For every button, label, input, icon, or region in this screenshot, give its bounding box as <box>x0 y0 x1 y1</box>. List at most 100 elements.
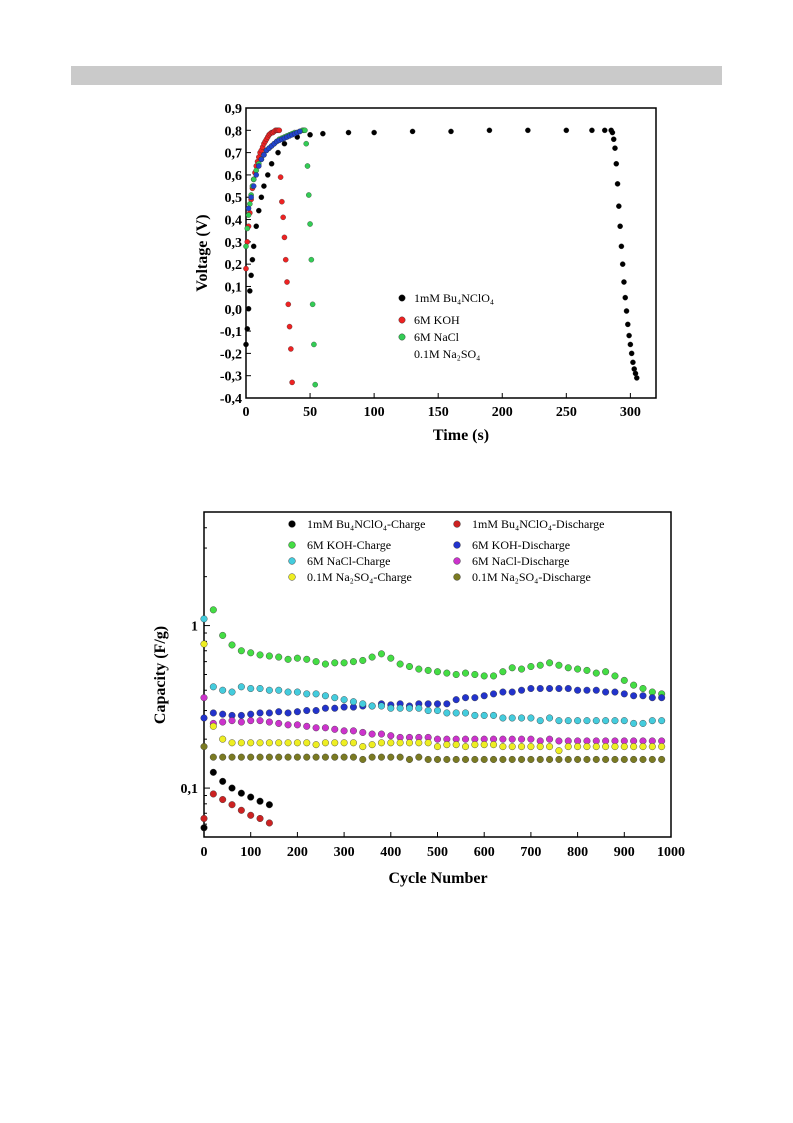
chart1-point-series-0 <box>345 129 352 136</box>
chart2-point-series-2 <box>265 652 273 660</box>
chart2-point-series-0 <box>237 789 245 797</box>
chart2-y-ticks: 10,1 <box>181 511 210 838</box>
chart2-point-series-2 <box>228 641 236 649</box>
chart2-point-series-2 <box>602 668 610 676</box>
chart1-legend-label: 1mM Bu₄NClO₄ <box>414 291 494 305</box>
chart2-point-series-6 <box>518 743 526 751</box>
chart1-y-tick-label: 0,0 <box>225 303 243 318</box>
chart2-legend: 1mM Bu₄NClO₄-Charge 1mM Bu₄NClO₄-Discharg… <box>288 517 604 584</box>
chart2-point-series-5 <box>284 721 292 729</box>
chart2-point-series-0 <box>228 784 236 792</box>
chart2-point-series-7 <box>275 753 283 761</box>
chart1-legend-label: 6M KOH <box>414 313 460 327</box>
chart2-point-series-4 <box>396 704 404 712</box>
chart2-point-series-7 <box>340 753 348 761</box>
chart2-x-tick-label: 200 <box>287 845 308 860</box>
chart2-point-series-7 <box>396 753 404 761</box>
chart2-point-series-3 <box>574 686 582 694</box>
chart2-point-series-3 <box>452 696 460 704</box>
chart2-point-series-7 <box>480 755 488 763</box>
chart2-point-series-6 <box>368 741 376 749</box>
chart1-point-series-1 <box>284 279 290 285</box>
chart2-point-series-2 <box>293 654 301 662</box>
chart2-point-series-3 <box>209 709 217 717</box>
chart1-point-series-0 <box>609 129 616 136</box>
chart2-point-series-4 <box>490 711 498 719</box>
chart2-point-series-3 <box>471 694 479 702</box>
chart2-point-series-6 <box>546 743 554 751</box>
chart2-point-series-0 <box>209 768 217 776</box>
chart2-point-series-6 <box>228 739 236 747</box>
chart2-point-series-4 <box>546 714 554 722</box>
chart2-point-series-4 <box>480 711 488 719</box>
chart2-point-series-6 <box>340 739 348 747</box>
chart1-point-series-0 <box>258 194 265 200</box>
chart2-point-series-6 <box>490 741 498 749</box>
chart2-point-series-6 <box>219 735 227 743</box>
chart2-point-series-4 <box>658 717 666 725</box>
chart1-point-series-1 <box>289 379 295 386</box>
chart2-point-series-5 <box>293 721 301 729</box>
chart2-x-tick-label: 100 <box>240 845 261 860</box>
chart1-y-tick-label: 0,5 <box>225 191 243 206</box>
chart2-point-series-2 <box>256 651 264 659</box>
chart2-point-series-2 <box>452 671 460 679</box>
chart2-point-series-5 <box>368 730 376 738</box>
chart2-point-series-6 <box>555 747 563 755</box>
chart1-point-series-1 <box>277 174 284 180</box>
chart2-point-series-4 <box>321 692 329 700</box>
chart2-point-series-7 <box>471 755 479 763</box>
chart2-point-series-2 <box>405 663 413 671</box>
chart2-point-series-7 <box>349 753 357 761</box>
chart2-point-series-7 <box>321 753 329 761</box>
chart2-point-series-6 <box>620 743 628 751</box>
chart2-point-series-2 <box>209 606 217 614</box>
chart2-legend-label: 0.1M Na₂SO₄-Discharge <box>472 570 591 584</box>
chart2-point-series-7 <box>658 755 666 763</box>
chart1-y-tick-label: 0,6 <box>225 169 243 184</box>
chart1-point-series-2 <box>312 381 318 388</box>
chart2-point-series-7 <box>564 755 572 763</box>
chart2-point-series-3 <box>648 694 656 702</box>
chart2-point-series-7 <box>620 755 628 763</box>
chart2-point-series-5 <box>200 694 208 702</box>
chart2-point-series-2 <box>434 668 442 676</box>
chart1-point-series-1 <box>243 265 249 272</box>
chart1-point-series-0 <box>614 181 621 187</box>
chart2-legend-label: 6M NaCl-Discharge <box>472 554 569 568</box>
chart2-point-series-3 <box>434 700 442 708</box>
chart2-point-series-7 <box>452 755 460 763</box>
chart2-point-series-6 <box>639 743 647 751</box>
chart2-point-series-4 <box>368 702 376 710</box>
chart2-point-series-7 <box>462 755 470 763</box>
chart1-legend-marker <box>398 316 406 324</box>
chart1-point-series-3 <box>253 172 259 178</box>
chart2-point-series-5 <box>265 718 273 726</box>
chart2-point-series-3 <box>480 692 488 700</box>
chart2-point-series-2 <box>536 661 544 669</box>
chart2-x-ticks: 0 100 200 300 400 500 600 700 800 900 1000 <box>201 832 685 860</box>
chart1-x-tick-label: 300 <box>620 405 641 420</box>
chart1-point-series-0 <box>626 332 632 339</box>
chart2-point-series-4 <box>583 717 591 725</box>
chart2-point-series-7 <box>639 755 647 763</box>
chart1-point-series-0 <box>634 375 640 381</box>
chart1-point-series-1 <box>279 198 285 205</box>
chart1-point-series-0 <box>448 128 454 135</box>
chart1-y-tick-label: -0,4 <box>220 392 242 407</box>
chart2-point-series-5 <box>256 717 264 725</box>
chart2-point-series-7 <box>415 753 423 761</box>
chart2-point-series-5 <box>499 735 507 743</box>
chart2-point-series-6 <box>452 741 460 749</box>
chart2-point-series-6 <box>415 739 423 747</box>
chart1-point-series-0 <box>256 207 262 214</box>
chart2-point-series-5 <box>377 730 385 738</box>
chart2-point-series-7 <box>574 755 582 763</box>
chart1-point-series-0 <box>249 256 256 263</box>
chart2-point-series-7 <box>200 743 208 751</box>
chart1-y-tick-label: 0,9 <box>225 102 243 117</box>
chart2-point-series-2 <box>611 672 619 680</box>
chart1-point-series-1 <box>276 127 283 134</box>
chart2-legend-marker <box>453 573 461 581</box>
chart2-legend-marker <box>288 573 296 581</box>
